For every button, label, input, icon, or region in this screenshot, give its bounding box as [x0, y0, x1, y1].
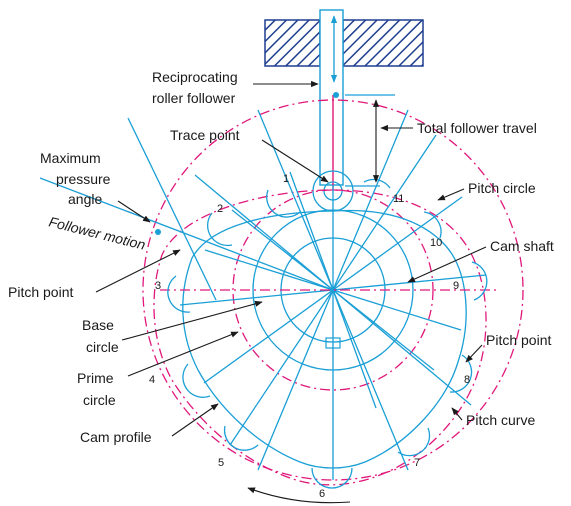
position-8: 8 [464, 374, 470, 386]
label-prime-circle-1: Prime [77, 370, 114, 386]
position-2: 2 [217, 203, 223, 215]
label-pitch-point-right: Pitch point [486, 332, 551, 348]
total-travel-dimension [345, 94, 413, 187]
label-total-travel: Total follower travel [417, 120, 537, 136]
label-roller-follower: roller follower [152, 90, 236, 106]
position-4: 4 [149, 374, 155, 386]
label-cam-profile: Cam profile [80, 429, 152, 445]
label-max-pressure-2: pressure [56, 171, 111, 187]
label-pitch-curve: Pitch curve [466, 412, 535, 428]
cam-profile [182, 209, 467, 469]
label-follower-motion: Follower motion [47, 213, 147, 252]
follower-motion-line [39, 177, 334, 291]
position-11: 11 [393, 193, 404, 205]
label-max-pressure-1: Maximum [40, 150, 101, 166]
follower-guide [264, 19, 424, 67]
label-max-pressure-3: angle [68, 191, 102, 207]
label-pitch-circle: Pitch circle [468, 180, 536, 196]
position-6: 6 [319, 488, 325, 500]
label-cam-shaft: Cam shaft [490, 238, 554, 254]
follower-stem [319, 9, 344, 190]
pitch-curve [153, 189, 487, 486]
pitch-circle [142, 99, 524, 481]
label-trace-point: Trace point [170, 127, 240, 143]
label-reciprocating: Reciprocating [152, 69, 238, 85]
label-pitch-point-left: Pitch point [8, 284, 73, 300]
position-7: 7 [414, 457, 420, 469]
position-3: 3 [155, 280, 161, 292]
label-base-circle-2: circle [86, 339, 119, 355]
label-base-circle-1: Base [82, 317, 114, 333]
position-5: 5 [218, 457, 224, 469]
pressure-angle-line [127, 117, 217, 301]
roller-arcs [167, 178, 488, 489]
position-9: 9 [453, 280, 459, 292]
prime-circle [232, 189, 434, 391]
position-10: 10 [430, 237, 442, 249]
rotation-arrow [247, 487, 351, 504]
position-1: 1 [283, 173, 289, 185]
leader-lines [95, 80, 487, 437]
label-prime-circle-2: circle [83, 392, 116, 408]
